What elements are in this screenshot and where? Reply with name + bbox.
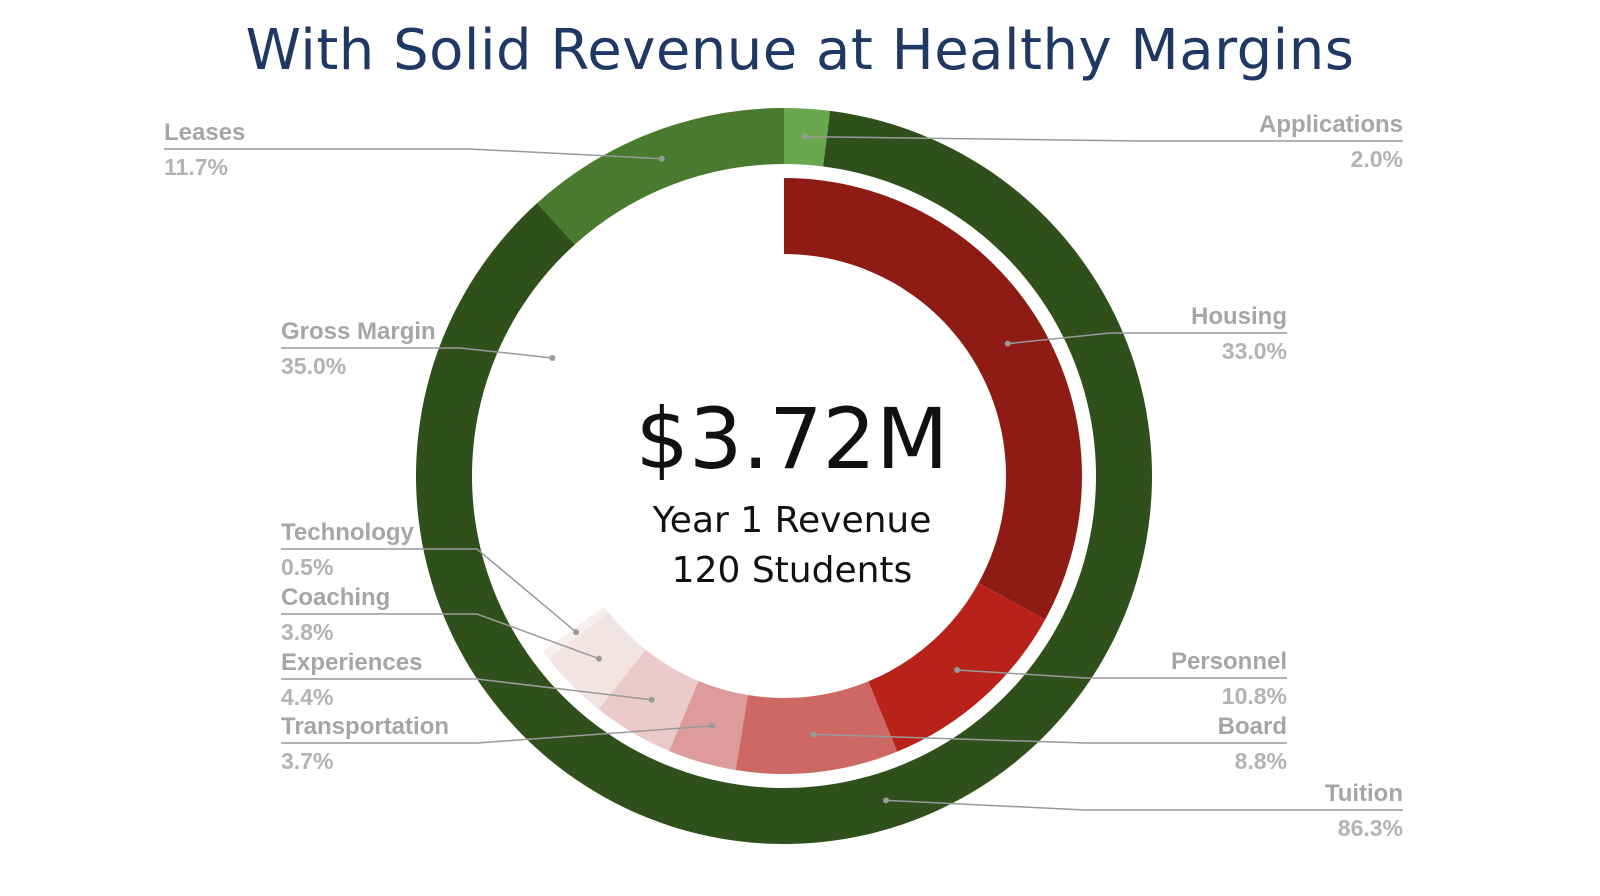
value-applications: 2.0% — [1351, 146, 1403, 172]
label-personnel: Personnel — [1171, 648, 1287, 675]
leader-dot-personnel — [954, 666, 961, 673]
center-value: $3.72M — [636, 390, 949, 488]
slice-gross-margin — [486, 178, 784, 652]
leader-experiences — [281, 678, 652, 701]
chart-title: With Solid Revenue at Healthy Margins — [245, 18, 1355, 83]
leader-tuition — [885, 799, 1403, 811]
value-experiences: 4.4% — [281, 684, 333, 710]
leader-housing — [1007, 332, 1287, 345]
label-experiences: Experiences — [281, 649, 422, 676]
leader-transportation — [281, 725, 713, 744]
label-leases: Leases — [164, 119, 245, 146]
center-line-2: 120 Students — [672, 550, 913, 591]
value-personnel: 10.8% — [1222, 683, 1287, 709]
center-line-1: Year 1 Revenue — [652, 500, 932, 541]
value-transportation: 3.7% — [281, 748, 333, 774]
leader-technology — [281, 548, 577, 633]
label-housing: Housing — [1191, 303, 1287, 330]
label-coaching: Coaching — [281, 584, 390, 611]
leader-dot-housing — [1004, 340, 1011, 347]
leader-dot-board — [810, 731, 817, 738]
leader-dot-tuition — [883, 797, 890, 804]
leader-applications — [805, 135, 1403, 142]
leader-dot-leases — [658, 155, 665, 162]
value-board: 8.8% — [1235, 748, 1287, 774]
value-technology: 0.5% — [281, 554, 333, 580]
leader-lines — [164, 133, 1403, 811]
leader-personnel — [957, 669, 1287, 679]
leader-board — [813, 733, 1287, 744]
label-gross-margin: Gross Margin — [281, 318, 436, 345]
leader-dot-gross-margin — [549, 354, 556, 361]
leader-dot-technology — [573, 629, 580, 636]
label-applications: Applications — [1259, 111, 1403, 138]
leader-dot-applications — [802, 133, 809, 140]
leader-leases — [164, 148, 662, 160]
value-housing: 33.0% — [1222, 338, 1287, 364]
slice-board — [735, 681, 898, 774]
label-tuition: Tuition — [1325, 780, 1403, 807]
value-leases: 11.7% — [164, 154, 228, 180]
leader-gross-margin — [281, 347, 553, 359]
slice-leases — [537, 108, 784, 245]
slice-experiences — [598, 649, 699, 751]
leader-dot-transportation — [709, 722, 716, 729]
leader-dot-experiences — [648, 696, 655, 703]
slice-housing — [784, 178, 1083, 620]
value-tuition: 86.3% — [1338, 815, 1403, 841]
value-gross-margin: 35.0% — [281, 353, 346, 379]
label-technology: Technology — [281, 519, 415, 546]
leader-coaching — [281, 613, 600, 660]
value-coaching: 3.8% — [281, 619, 333, 645]
label-board: Board — [1218, 713, 1287, 740]
leader-dot-coaching — [596, 655, 603, 662]
slice-labels: Applications 2.0% Tuition 86.3% Leases 11.7% H… — [164, 111, 1403, 841]
label-transportation: Transportation — [281, 713, 449, 740]
